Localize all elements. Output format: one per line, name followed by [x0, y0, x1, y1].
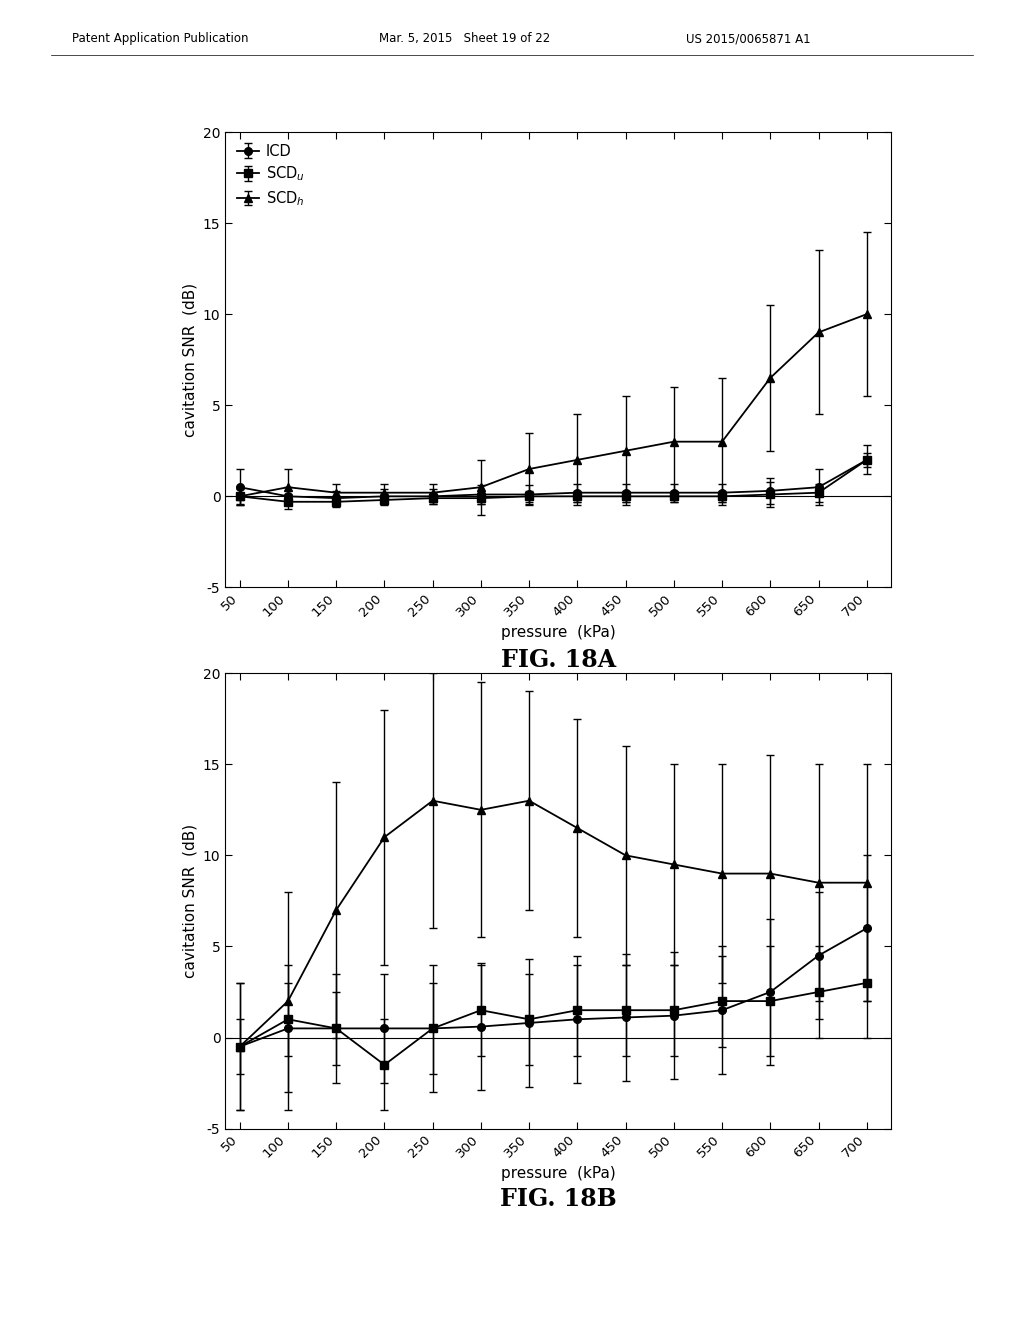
Text: Mar. 5, 2015   Sheet 19 of 22: Mar. 5, 2015 Sheet 19 of 22 [379, 32, 550, 45]
X-axis label: pressure  (kPa): pressure (kPa) [501, 624, 615, 640]
Text: US 2015/0065871 A1: US 2015/0065871 A1 [686, 32, 811, 45]
X-axis label: pressure  (kPa): pressure (kPa) [501, 1166, 615, 1181]
Text: Patent Application Publication: Patent Application Publication [72, 32, 248, 45]
Y-axis label: cavitation SNR  (dB): cavitation SNR (dB) [182, 282, 198, 437]
Legend: ICD, SCD$_u$, SCD$_h$: ICD, SCD$_u$, SCD$_h$ [232, 140, 309, 213]
Text: FIG. 18A: FIG. 18A [501, 648, 615, 672]
Y-axis label: cavitation SNR  (dB): cavitation SNR (dB) [182, 824, 198, 978]
Text: FIG. 18B: FIG. 18B [500, 1187, 616, 1210]
